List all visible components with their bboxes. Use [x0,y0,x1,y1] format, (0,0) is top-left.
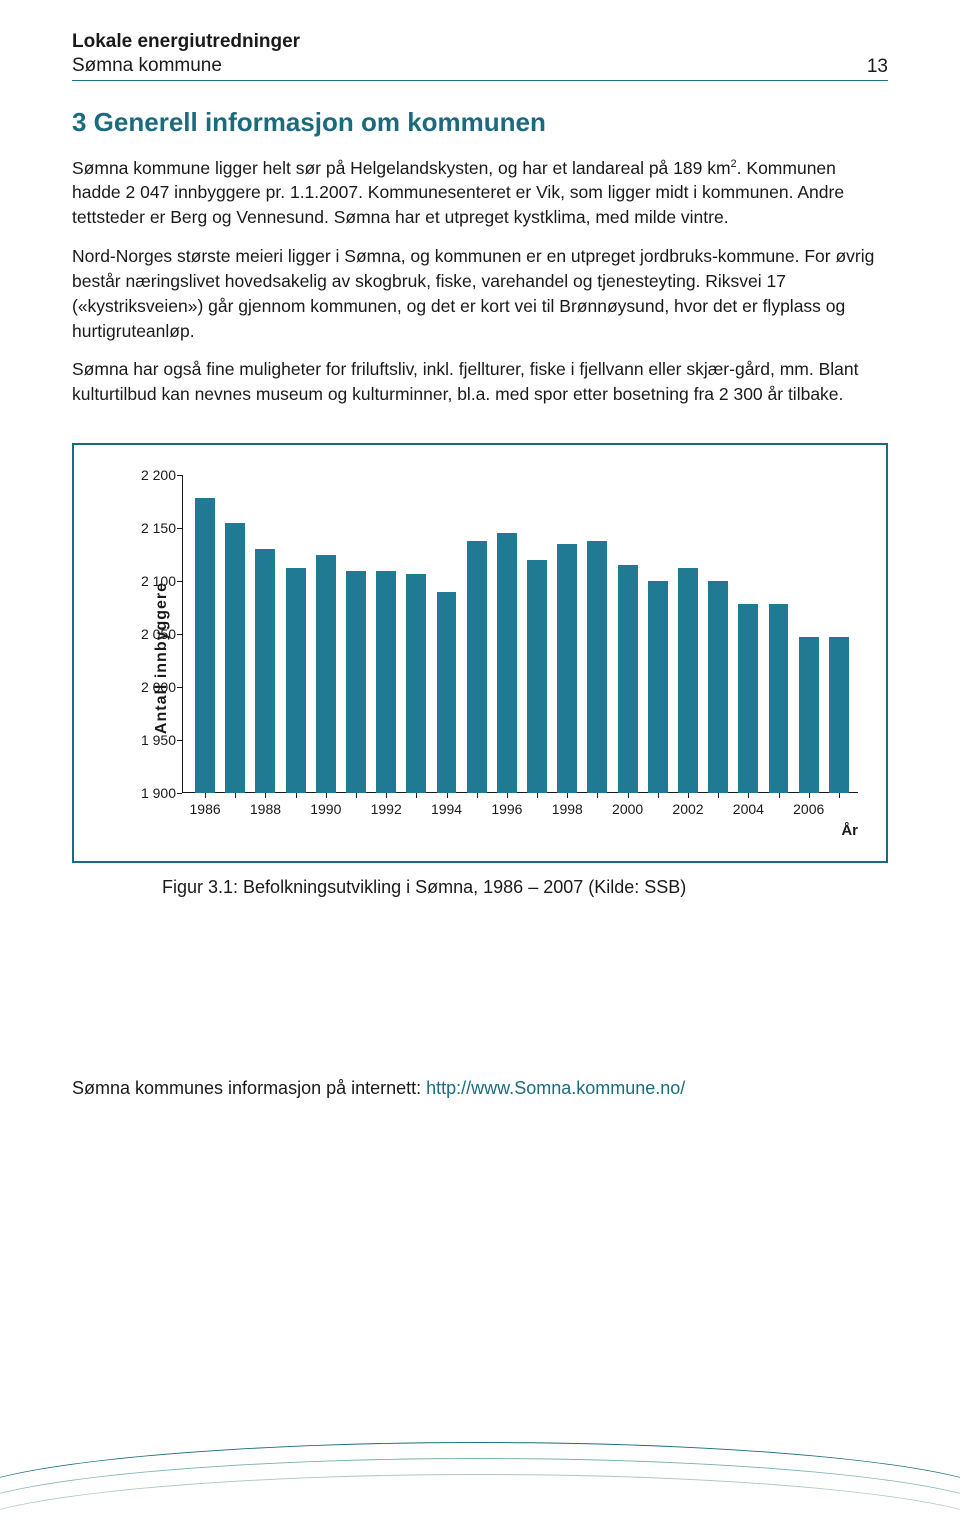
bar [497,533,517,793]
bar [648,581,668,793]
xtick-label: 2004 [733,801,764,817]
bar [678,568,698,793]
ytick-label: 2 200 [128,467,176,483]
ytick-label: 1 900 [128,785,176,801]
paragraph-2: Nord-Norges største meieri ligger i Sømn… [72,244,888,343]
bar [557,544,577,793]
xtick-label: 1996 [491,801,522,817]
bar [467,541,487,793]
bar [346,571,366,794]
decorative-waves [0,1432,960,1522]
footer-link-line: Sømna kommunes informasjon på internett:… [72,1078,888,1099]
ytick-label: 2 150 [128,520,176,536]
header-subtitle: Sømna kommune [72,54,300,78]
chart-ylabel: Antall innbyggere [153,582,171,734]
ytick-label: 2 050 [128,626,176,642]
xtick-label: 2006 [793,801,824,817]
section-title: 3 Generell informasjon om kommunen [72,107,888,138]
paragraph-3: Sømna har også fine muligheter for frilu… [72,357,888,407]
ytick-label: 2 100 [128,573,176,589]
municipality-url[interactable]: http://www.Somna.kommune.no/ [426,1078,685,1098]
chart-xlabel: År [841,822,858,839]
xtick-label: 1988 [250,801,281,817]
bar [799,637,819,793]
chart-caption: Figur 3.1: Befolkningsutvikling i Sømna,… [72,877,888,898]
bar [406,574,426,793]
wave-line [0,1442,960,1522]
population-chart: Antall innbyggere År 1 900 1 950 2 000 2 05… [72,443,888,863]
y-axis [182,475,183,793]
bar [195,498,215,793]
bar [618,565,638,793]
ytick-label: 2 000 [128,679,176,695]
header-title: Lokale energiutredninger [72,30,300,54]
bar [527,560,547,793]
page-number: 13 [867,56,888,78]
xtick-label: 2000 [612,801,643,817]
bar [769,604,789,793]
bar [829,637,849,793]
xtick-label: 1986 [190,801,221,817]
bar [255,549,275,793]
page-header: Lokale energiutredninger Sømna kommune 1… [72,30,888,81]
bar [376,571,396,794]
paragraph-1: Sømna kommune ligger helt sør på Helgela… [72,156,888,231]
bar [708,581,728,793]
bar [286,568,306,793]
xtick-label: 1992 [371,801,402,817]
xtick-label: 1998 [552,801,583,817]
xtick-label: 2002 [672,801,703,817]
bar [225,523,245,793]
bar [437,592,457,793]
bar [587,541,607,793]
body-text: Sømna kommune ligger helt sør på Helgela… [72,156,888,408]
bar [316,555,336,794]
xtick-label: 1994 [431,801,462,817]
ytick-label: 1 950 [128,732,176,748]
bar [738,604,758,793]
xtick-label: 1990 [310,801,341,817]
